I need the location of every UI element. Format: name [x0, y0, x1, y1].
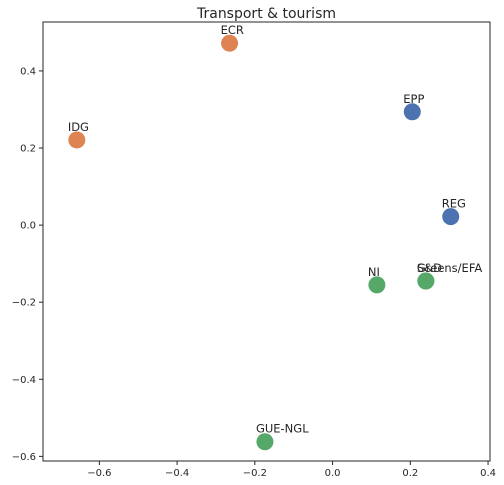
point-ni — [368, 276, 386, 294]
point-label: Greens/EFA — [417, 261, 483, 275]
x-tick-label: 0.0 — [325, 468, 341, 479]
point-label: S&D — [417, 261, 442, 275]
point-label: ECR — [221, 23, 244, 37]
point-epp — [403, 103, 421, 121]
plot-frame — [42, 21, 491, 462]
chart-title: Transport & tourism — [196, 6, 336, 22]
y-tick-label: 0.2 — [20, 144, 36, 155]
point-idg — [68, 131, 86, 149]
point-greens-efa — [417, 272, 435, 290]
x-axis: −0.6 −0.4 −0.2 0.0 0.2 0.4 — [87, 461, 496, 479]
x-tick-label: 0.4 — [480, 468, 496, 479]
y-tick-label: −0.4 — [12, 375, 36, 386]
x-tick-label: 0.2 — [402, 468, 418, 479]
x-tick-label: −0.2 — [243, 468, 267, 479]
point-label: NI — [368, 265, 380, 279]
y-tick-label: 0.4 — [20, 66, 36, 77]
x-tick-label: −0.4 — [165, 468, 189, 479]
point-label: GUE-NGL — [256, 422, 309, 436]
x-tick-label: −0.6 — [87, 468, 111, 479]
y-axis: −0.6 −0.4 −0.2 0.0 0.2 0.4 — [12, 66, 43, 463]
y-tick-label: −0.2 — [12, 298, 36, 309]
point-label: IDG — [68, 120, 89, 134]
point-reg — [442, 208, 460, 226]
point-label: EPP — [403, 92, 424, 106]
y-tick-label: 0.0 — [20, 221, 36, 232]
point-gue-ngl — [256, 433, 274, 451]
point-label: REG — [442, 197, 466, 211]
point-ecr — [221, 34, 239, 52]
y-tick-label: −0.6 — [12, 452, 36, 463]
